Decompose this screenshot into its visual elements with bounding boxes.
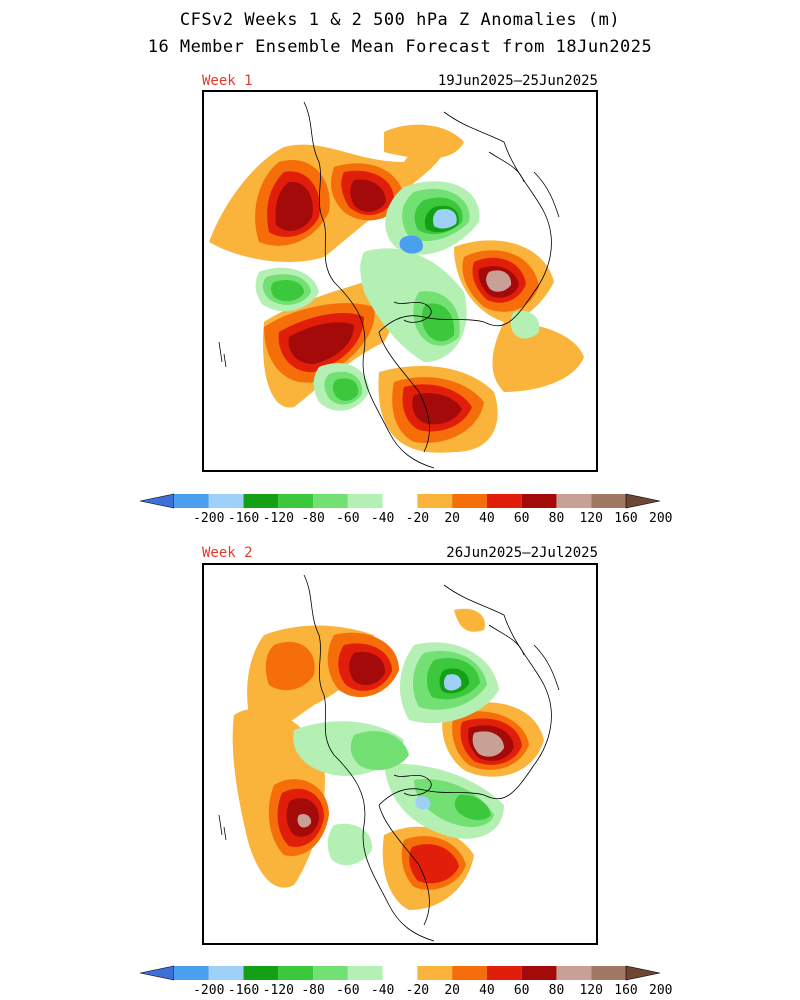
colorbar-segment [521, 966, 557, 980]
colorbar-segment [591, 494, 626, 508]
week2-colorbar-labels: -200 -160 -120 -80 -60 -40 -20 20 40 60 80 120 160 20… [140, 983, 672, 999]
colorbar-segment [347, 966, 383, 980]
colorbar-tick-label: 120 [579, 983, 603, 998]
week2-anomaly-map [218, 574, 560, 942]
anomaly-positive-region [384, 124, 464, 159]
anomaly-positive-region [288, 322, 354, 365]
colorbar-segment [521, 494, 557, 508]
colorbar-tick-label: 40 [479, 511, 495, 526]
colorbar-segment [382, 966, 418, 980]
colorbar-max-arrow [625, 965, 660, 981]
colorbar-segment [556, 966, 592, 980]
anomaly-positive-region [486, 270, 512, 292]
anomaly-positive-region [409, 844, 459, 884]
week2-date-range: 26Jun2025–2Jul2025 [446, 545, 598, 561]
colorbar-tick-label: -200 [193, 511, 225, 526]
week2-label: Week 2 [202, 545, 253, 561]
week2-colorbar [140, 965, 660, 981]
coastlines [218, 101, 560, 469]
figure-title: CFSv2 Weeks 1 & 2 500 hPa Z Anomalies (m… [179, 10, 621, 30]
colorbar-segment [278, 966, 314, 980]
anomaly-positive-region [492, 322, 584, 392]
anomaly-negative-region [421, 303, 455, 342]
colorbar-tick-label: -120 [262, 983, 294, 998]
colorbar-tick-label: 80 [548, 983, 565, 998]
colorbar-tick-label: 200 [649, 983, 673, 998]
colorbar-segment [313, 966, 348, 980]
colorbar-segment [174, 966, 209, 980]
colorbar-segment [417, 494, 453, 508]
week1-anomaly-map [209, 101, 584, 469]
anomaly-negative-region [443, 674, 462, 691]
colorbar-tick-label: 40 [479, 983, 495, 998]
colorbar-segment [208, 494, 244, 508]
anomaly-positive-region [275, 181, 313, 231]
colorbar-segment [347, 494, 383, 508]
colorbar-tick-label: 20 [444, 511, 460, 526]
colorbar-segment [452, 494, 487, 508]
week1-label: Week 1 [202, 73, 253, 89]
colorbar-tick-label: 200 [649, 511, 673, 526]
anomaly-negative-region [327, 823, 373, 866]
colorbar-min-arrow [140, 965, 175, 981]
anomaly-negative-region [399, 235, 423, 254]
week1-date-range: 19Jun2025–25Jun2025 [437, 73, 598, 89]
colorbar-tick-label: -60 [336, 983, 360, 998]
figure-subtitle: 16 Member Ensemble Mean Forecast from 18… [147, 37, 653, 57]
anomaly-positive-region [265, 641, 315, 691]
colorbar-tick-label: -120 [262, 511, 294, 526]
colorbar-segment [591, 966, 626, 980]
colorbar-max-arrow [625, 493, 660, 509]
week1-colorbar-labels: -200 -160 -120 -80 -60 -40 -20 20 40 60 80 120 160 20… [140, 511, 672, 527]
colorbar-tick-label: 60 [513, 983, 530, 998]
anomaly-negative-region [454, 794, 491, 821]
anomaly-negative-region [510, 310, 540, 339]
colorbar-segment [486, 966, 522, 980]
colorbar-tick-label: -80 [301, 983, 325, 998]
colorbar-segment [208, 966, 244, 980]
anomaly-positive-region [412, 393, 462, 425]
colorbar-tick-label: -40 [370, 511, 395, 526]
anomaly-negative-region [350, 731, 409, 771]
anomaly-positive-region [350, 179, 386, 212]
colorbar-segment [243, 966, 279, 980]
colorbar-tick-label: 160 [614, 511, 638, 526]
anomaly-negative-region [415, 796, 431, 810]
colorbar-tick-label: 20 [444, 983, 460, 998]
colorbar-tick-label: 120 [579, 511, 603, 526]
colorbar-segment [174, 494, 209, 508]
colorbar-tick-label: -40 [370, 983, 395, 998]
week2-map-panel [202, 563, 598, 945]
anomaly-negative-region [433, 208, 457, 229]
colorbar-tick-label: 80 [548, 511, 565, 526]
colorbar-tick-label: -20 [405, 983, 430, 998]
colorbar-tick-label: 60 [513, 511, 530, 526]
colorbar-tick-label: -160 [227, 511, 260, 526]
colorbar-segment [313, 494, 348, 508]
colorbar-segment [243, 494, 279, 508]
colorbar-tick-label: -200 [193, 983, 225, 998]
colorbar-segment [556, 494, 592, 508]
colorbar-segment [486, 494, 522, 508]
colorbar-segment [382, 494, 418, 508]
anomaly-negative-region [271, 280, 304, 302]
colorbar-tick-label: -160 [227, 983, 260, 998]
anomaly-positive-region [454, 608, 485, 632]
anomaly-positive-region [297, 814, 312, 828]
coastlines [218, 574, 560, 942]
colorbar-segment [417, 966, 453, 980]
colorbar-segment [278, 494, 314, 508]
colorbar-tick-label: -20 [405, 511, 430, 526]
colorbar-tick-label: -60 [336, 511, 360, 526]
anomaly-positive-region [349, 652, 386, 686]
week1-colorbar [140, 493, 660, 509]
colorbar-segment [452, 966, 487, 980]
anomaly-negative-region [332, 378, 359, 401]
colorbar-tick-label: -80 [301, 511, 325, 526]
colorbar-tick-label: 160 [614, 983, 638, 998]
week1-map-panel [202, 90, 598, 472]
colorbar-min-arrow [140, 493, 175, 509]
anomaly-positive-region [472, 731, 504, 757]
